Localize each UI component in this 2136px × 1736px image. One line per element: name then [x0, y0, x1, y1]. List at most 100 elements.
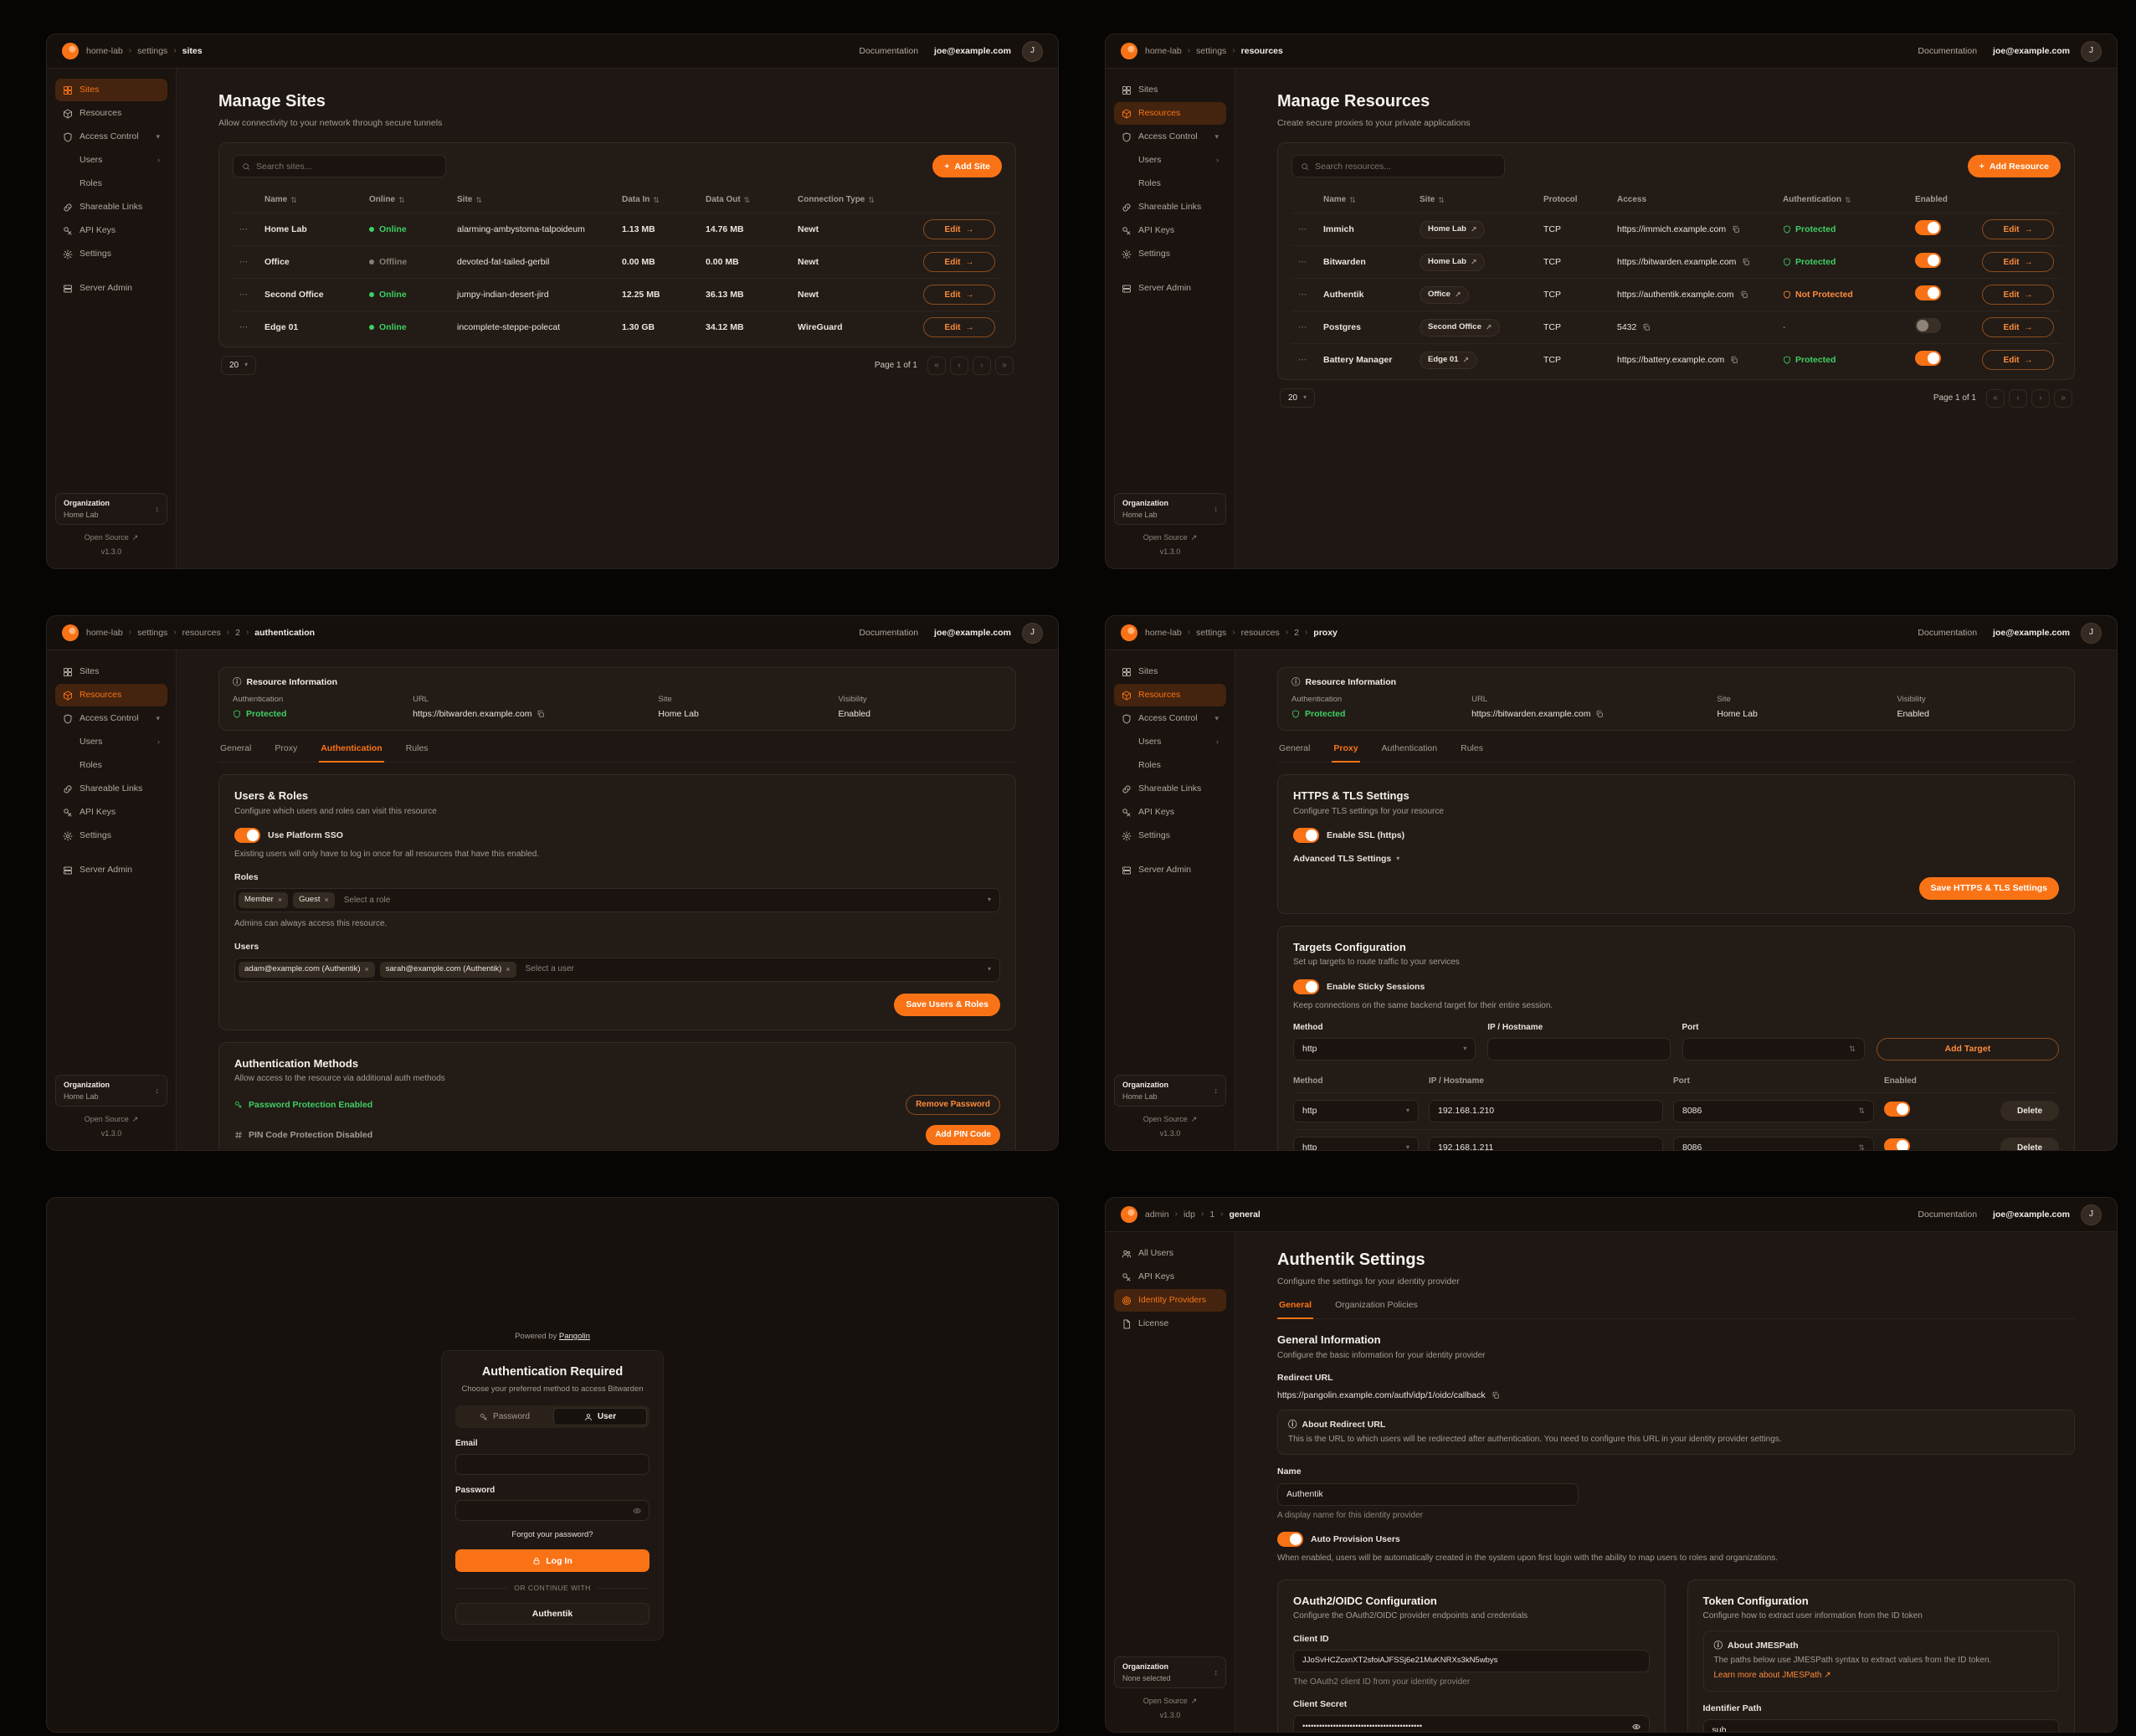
- ip-input[interactable]: [1487, 1037, 1671, 1061]
- breadcrumb-item[interactable]: settings: [1196, 45, 1227, 56]
- sidebar-item-api-keys[interactable]: API Keys: [55, 219, 167, 242]
- open-source-link[interactable]: Open Source ↗: [84, 1114, 139, 1123]
- sidebar-item-users[interactable]: Users ›: [72, 731, 167, 753]
- password-input[interactable]: [455, 1500, 650, 1522]
- edit-button[interactable]: Edit →: [923, 252, 995, 273]
- port-field[interactable]: [1682, 1105, 1854, 1117]
- stepper-icon[interactable]: ⇅: [1858, 1143, 1865, 1150]
- sidebar-item-api-keys[interactable]: API Keys: [1114, 801, 1226, 824]
- search-field[interactable]: [1315, 161, 1496, 172]
- breadcrumb-item[interactable]: admin: [1145, 1209, 1169, 1220]
- role-chip[interactable]: Member ×: [239, 892, 289, 908]
- row-menu-icon[interactable]: ⋯: [1298, 290, 1308, 300]
- column-name[interactable]: Name ⇅: [264, 195, 297, 205]
- sidebar-item-api-keys[interactable]: API Keys: [55, 801, 167, 824]
- copy-icon[interactable]: [1742, 258, 1750, 266]
- add-resource-button[interactable]: + Add Resource: [1967, 155, 2061, 178]
- access-url[interactable]: https://bitwarden.example.com: [1617, 257, 1737, 268]
- ip-input[interactable]: [1429, 1136, 1663, 1150]
- sidebar-item-access-control[interactable]: Access Control ▾: [55, 126, 167, 148]
- pangolin-link[interactable]: Pangolin: [558, 1332, 590, 1341]
- user-chip[interactable]: sarah@example.com (Authentik) ×: [379, 961, 516, 978]
- auto-provision-toggle[interactable]: [1277, 1532, 1303, 1548]
- documentation-link[interactable]: Documentation: [859, 627, 919, 638]
- roles-select[interactable]: Member × Guest × Select a role ▾: [234, 888, 1000, 913]
- breadcrumb-item[interactable]: resources: [1240, 627, 1280, 638]
- tab-proxy[interactable]: Proxy: [1332, 742, 1360, 763]
- column-authentication[interactable]: Authentication ⇅: [1783, 195, 1851, 205]
- documentation-link[interactable]: Documentation: [1918, 1209, 1978, 1220]
- breadcrumb-item[interactable]: settings: [137, 45, 168, 56]
- prev-page-button[interactable]: ‹: [950, 356, 968, 375]
- pangolin-logo-icon[interactable]: [1121, 1206, 1137, 1223]
- eye-icon[interactable]: [1632, 1723, 1641, 1731]
- avatar[interactable]: J: [2081, 1204, 2102, 1225]
- forgot-password-link[interactable]: Forgot your password?: [511, 1530, 593, 1540]
- authentik-sso-button[interactable]: Authentik: [455, 1603, 650, 1626]
- tab-proxy[interactable]: Proxy: [275, 743, 298, 754]
- close-icon[interactable]: ×: [277, 896, 283, 905]
- sidebar-item-settings[interactable]: Settings: [1114, 824, 1226, 847]
- last-page-button[interactable]: »: [2054, 388, 2072, 408]
- method-select[interactable]: http ▾: [1293, 1136, 1419, 1150]
- resource-url[interactable]: https://bitwarden.example.com: [413, 708, 532, 719]
- row-menu-icon[interactable]: ⋯: [1298, 224, 1308, 235]
- add-pin-button[interactable]: Add PIN Code: [926, 1124, 1000, 1145]
- remove-password-button[interactable]: Remove Password: [906, 1094, 1000, 1115]
- identifier-path-input[interactable]: [1702, 1718, 2059, 1732]
- port-field[interactable]: [1682, 1142, 1854, 1150]
- pangolin-logo-icon[interactable]: [1121, 624, 1137, 641]
- platform-sso-toggle[interactable]: [234, 828, 260, 844]
- row-menu-icon[interactable]: ⋯: [1298, 322, 1308, 333]
- documentation-link[interactable]: Documentation: [1918, 627, 1978, 638]
- enabled-toggle[interactable]: [1915, 351, 1941, 367]
- edit-button[interactable]: Edit →: [1982, 285, 2054, 306]
- sidebar-item-server-admin[interactable]: Server Admin: [1114, 277, 1226, 300]
- copy-icon[interactable]: [1492, 1391, 1500, 1400]
- row-menu-icon[interactable]: ⋯: [239, 224, 249, 235]
- sidebar-item-identity-providers[interactable]: Identity Providers: [1114, 1289, 1226, 1312]
- resource-url[interactable]: https://bitwarden.example.com: [1471, 708, 1591, 719]
- sidebar-item-shareable-links[interactable]: Shareable Links: [1114, 778, 1226, 800]
- copy-icon[interactable]: [537, 710, 545, 718]
- port-field[interactable]: [1691, 1043, 1845, 1055]
- sidebar-item-api-keys[interactable]: API Keys: [1114, 1266, 1226, 1288]
- sidebar-item-sites[interactable]: Sites: [1114, 79, 1226, 101]
- documentation-link[interactable]: Documentation: [859, 45, 919, 56]
- jmespath-learn-more-link[interactable]: Learn more about JMESPath: [1713, 1671, 1822, 1681]
- sidebar-item-resources[interactable]: Resources: [55, 684, 167, 706]
- eye-icon[interactable]: [633, 1507, 641, 1515]
- sidebar-item-sites[interactable]: Sites: [55, 79, 167, 101]
- port-input[interactable]: ⇅: [1673, 1136, 1874, 1150]
- copy-icon[interactable]: [1642, 323, 1651, 331]
- sidebar-item-license[interactable]: License: [1114, 1312, 1226, 1335]
- access-url[interactable]: https://authentik.example.com: [1617, 290, 1734, 300]
- documentation-link[interactable]: Documentation: [1918, 45, 1978, 56]
- ip-field[interactable]: [1497, 1043, 1661, 1055]
- ip-field[interactable]: [1438, 1142, 1654, 1150]
- sidebar-item-server-admin[interactable]: Server Admin: [55, 859, 167, 881]
- column-name[interactable]: Name ⇅: [1323, 195, 1356, 205]
- login-button[interactable]: Log In: [455, 1549, 650, 1572]
- sidebar-item-shareable-links[interactable]: Shareable Links: [55, 196, 167, 218]
- ip-input[interactable]: [1429, 1099, 1663, 1122]
- column-site[interactable]: Site ⇅: [457, 195, 482, 205]
- breadcrumb-item[interactable]: 2: [1294, 627, 1299, 638]
- tab-user[interactable]: User: [553, 1408, 647, 1426]
- open-source-link[interactable]: Open Source ↗: [84, 532, 139, 542]
- target-enabled-toggle[interactable]: [1884, 1138, 1910, 1150]
- site-link[interactable]: Second Office ↗: [1420, 318, 1501, 336]
- first-page-button[interactable]: «: [927, 356, 946, 375]
- first-page-button[interactable]: «: [1986, 388, 2005, 408]
- copy-icon[interactable]: [1730, 356, 1738, 364]
- user-email[interactable]: joe@example.com: [1993, 45, 2070, 56]
- enabled-toggle[interactable]: [1915, 220, 1941, 236]
- edit-button[interactable]: Edit →: [923, 219, 995, 240]
- open-source-link[interactable]: Open Source ↗: [1142, 532, 1198, 542]
- open-source-link[interactable]: Open Source ↗: [1142, 1114, 1198, 1123]
- client-secret-input[interactable]: [1293, 1715, 1650, 1732]
- next-page-button[interactable]: ›: [2031, 388, 2050, 408]
- sidebar-item-roles[interactable]: Roles: [72, 172, 167, 195]
- enabled-toggle[interactable]: [1915, 285, 1941, 301]
- site-link[interactable]: Home Lab ↗: [1420, 220, 1486, 239]
